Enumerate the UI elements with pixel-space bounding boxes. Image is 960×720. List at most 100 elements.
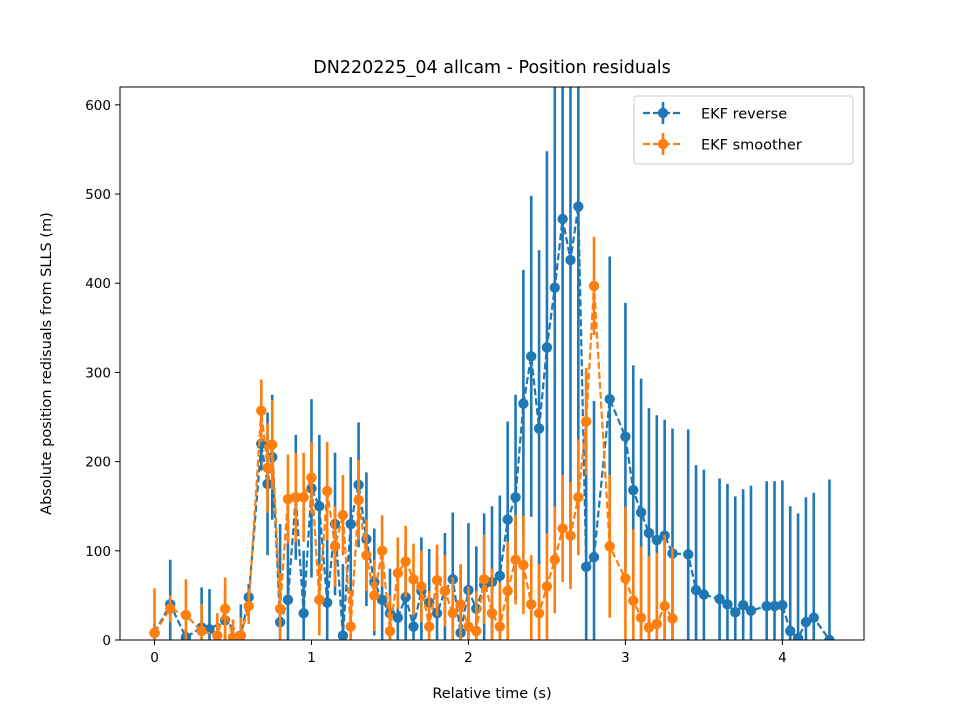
data-point [573, 492, 584, 503]
data-point [557, 213, 568, 225]
data-point [620, 431, 631, 442]
data-point [698, 589, 710, 600]
data-point [314, 594, 325, 606]
y-axis-label: Absolute position redisuals from SLLS (m… [39, 212, 55, 515]
y-tick-label: 100 [85, 544, 111, 560]
data-point [604, 393, 615, 405]
data-point [235, 630, 247, 640]
data-point [541, 342, 553, 353]
data-point [510, 492, 521, 503]
data-point [769, 600, 780, 612]
data-point [321, 597, 333, 608]
x-axis-label: Relative time (s) [432, 686, 551, 702]
x-tick-label: 4 [778, 650, 787, 666]
data-point [392, 612, 404, 623]
data-point [824, 634, 835, 640]
data-point [722, 599, 733, 610]
data-point [730, 607, 741, 618]
data-point [337, 509, 349, 521]
data-point [518, 559, 529, 571]
data-point [643, 622, 655, 633]
data-point [274, 603, 286, 614]
data-point [290, 492, 301, 503]
data-point [635, 507, 647, 518]
data-point [737, 600, 749, 611]
data-point [643, 527, 655, 539]
data-point [533, 423, 545, 434]
data-point [526, 599, 537, 610]
data-point [384, 625, 396, 637]
data-point [714, 593, 725, 605]
y-tick-label: 200 [85, 455, 111, 471]
legend-label: EKF smoother [701, 138, 802, 154]
legend: EKF reverse EKF smoother [633, 95, 854, 165]
data-point [243, 600, 254, 612]
data-point [149, 627, 160, 639]
data-point [494, 570, 506, 581]
data-point [447, 608, 458, 619]
data-point [761, 600, 772, 612]
data-point [549, 282, 560, 293]
data-point [298, 492, 309, 503]
plot-frame [119, 86, 865, 641]
data-point [282, 493, 294, 505]
data-point [376, 594, 388, 606]
x-axis: 0 1 2 3 4 [150, 640, 787, 666]
data-point [573, 201, 584, 212]
data-point [533, 608, 545, 619]
y-tick-label: 400 [85, 276, 111, 292]
data-point [298, 608, 309, 619]
chart-title: DN220225_04 allcam - Position residuals [313, 58, 670, 78]
data-point [219, 603, 231, 614]
data-point [588, 551, 600, 563]
data-point [541, 581, 553, 592]
data-point [361, 550, 372, 561]
legend-marker [657, 107, 669, 119]
data-point [557, 523, 568, 534]
data-point [165, 603, 176, 614]
y-tick-label: 600 [85, 98, 111, 114]
data-point [392, 567, 404, 579]
data-point [502, 585, 513, 597]
data-point [431, 575, 443, 586]
series-layer [149, 87, 835, 640]
data-point [306, 472, 317, 483]
data-point [439, 585, 451, 597]
data-point [416, 581, 427, 592]
data-point [369, 590, 380, 601]
data-point [212, 630, 223, 640]
data-point [785, 625, 796, 637]
data-point [659, 600, 670, 612]
data-point [345, 518, 356, 530]
data-point [345, 621, 356, 632]
data-point [227, 632, 239, 640]
data-point [580, 416, 592, 427]
data-point [502, 514, 513, 525]
data-point [455, 599, 466, 610]
data-point [808, 612, 819, 623]
data-point [792, 633, 804, 640]
data-point [267, 439, 278, 450]
y-axis: 0 100 200 300 400 500 600 [85, 98, 120, 649]
data-point [580, 561, 592, 573]
data-point [463, 621, 474, 632]
data-point [667, 613, 678, 624]
data-point [256, 405, 267, 416]
data-point [526, 351, 537, 362]
data-point [635, 612, 647, 623]
data-point [337, 630, 349, 640]
data-point [424, 621, 435, 632]
y-tick-label: 300 [85, 365, 111, 381]
x-tick-label: 1 [307, 650, 316, 666]
legend-marker [657, 138, 669, 150]
data-point [620, 573, 631, 584]
data-point [549, 554, 560, 565]
data-point [329, 541, 341, 552]
data-point [400, 556, 411, 567]
data-point [651, 618, 663, 630]
y-tick-label: 500 [85, 187, 111, 203]
data-point [353, 494, 364, 506]
x-tick-label: 0 [150, 650, 159, 666]
legend-entry: EKF smoother [643, 133, 802, 155]
